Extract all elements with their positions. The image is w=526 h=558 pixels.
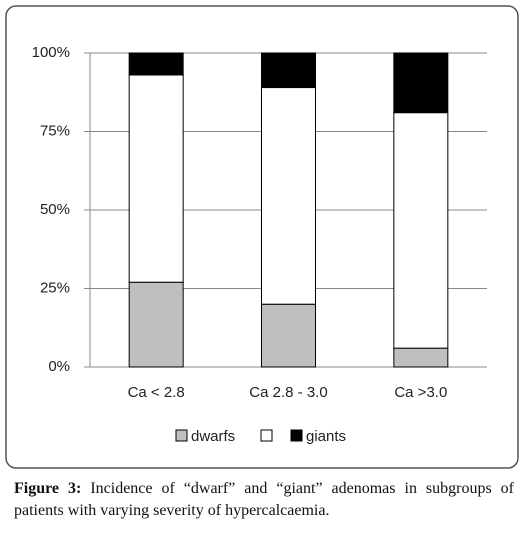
bar-segment (261, 87, 316, 305)
chart: 0% 25% 50% 75% 100% Ca < 2.8 Ca 2.8 - 3.0 Ca >3… (5, 5, 519, 469)
bar-segment (261, 303, 316, 368)
bar-segment (393, 112, 449, 349)
bar-segment (128, 52, 184, 76)
legend-swatch (175, 429, 188, 442)
bar-segment (261, 52, 316, 89)
x-tick-label: Ca 2.8 - 3.0 (249, 384, 327, 401)
x-tick-label: Ca < 2.8 (128, 384, 185, 401)
y-tick-label: 25% (40, 279, 70, 296)
y-tick-label: 50% (40, 201, 70, 218)
legend-swatch (290, 429, 303, 442)
legend-label: dwarfs (191, 428, 235, 445)
bar-segment (128, 281, 184, 368)
x-tick-label: Ca >3.0 (394, 384, 447, 401)
y-tick-label: 100% (32, 44, 70, 61)
caption-label: Figure 3: (14, 480, 82, 497)
caption-text: Incidence of “dwarf” and “giant” adenoma… (14, 480, 515, 519)
y-tick-label: 0% (48, 358, 70, 375)
legend-label: giants (306, 428, 346, 445)
legend-swatch (260, 429, 273, 442)
chart-border (5, 5, 519, 469)
y-tick-label: 75% (40, 122, 70, 139)
bar-segment (393, 52, 449, 114)
caption: Figure 3: Incidence of “dwarf” and “gian… (14, 478, 514, 522)
bar-segment (128, 74, 184, 283)
bar-segment (393, 347, 449, 368)
